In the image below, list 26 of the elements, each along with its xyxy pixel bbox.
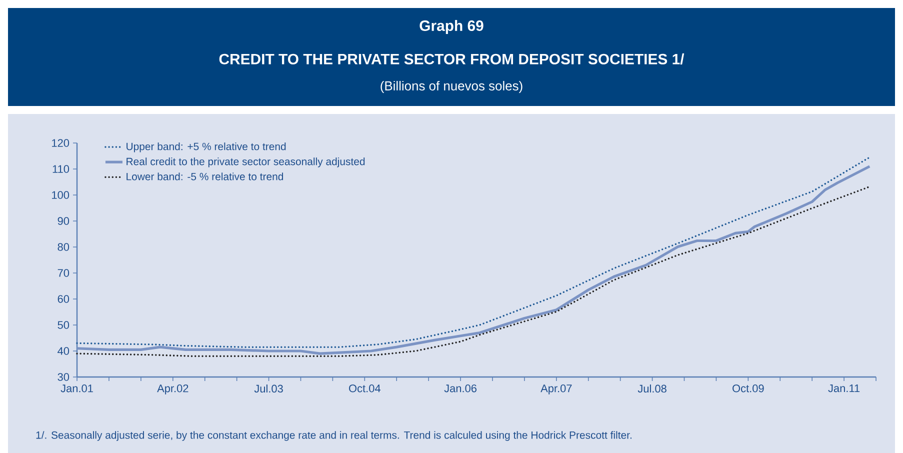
y-tick-label: 30 xyxy=(58,373,70,381)
y-tick-label: 110 xyxy=(52,165,70,173)
y-tick-label: 120 xyxy=(52,139,70,147)
y-tick-label: 100 xyxy=(52,191,70,199)
x-tick-label: Jul.08 xyxy=(638,384,666,393)
x-tick-label: Oct.09 xyxy=(732,384,764,392)
y-tick-label: 50 xyxy=(58,321,70,329)
y-tick-label: 80 xyxy=(58,243,70,251)
x-tick-label: Apr.02 xyxy=(157,384,188,394)
legend-label: Upper band: +5 % relative to trend xyxy=(126,142,286,152)
chart-subtitle: CREDIT TO THE PRIVATE SECTOR FROM DEPOSIT SOCIETIES 1/ xyxy=(219,53,684,65)
text: 1/. Seasonally adjusted serie, by the constant exchange rate and in real terms. Trend is calculed using the Hodrick Prescott filter. xyxy=(36,431,632,441)
x-tick-label: Oct.04 xyxy=(349,384,380,392)
chart-title: Graph 69 xyxy=(420,20,484,34)
x-tick-label: Jan.01 xyxy=(60,384,93,392)
x-tick-label: Jan.06 xyxy=(444,384,476,392)
y-tick-label: 60 xyxy=(58,295,70,303)
y-tick-label: 70 xyxy=(58,269,70,277)
x-tick-label: Jan.11 xyxy=(828,384,860,392)
x-tick-label: Jul.03 xyxy=(254,384,283,393)
legend-label: Real credit to the private sector seasonally adjusted xyxy=(126,158,365,168)
y-tick-label: 90 xyxy=(58,217,70,225)
legend-label: Lower band: -5 % relative to trend xyxy=(126,172,284,180)
y-tick-label: 40 xyxy=(58,347,70,355)
text: (Billions of nuevos soles) xyxy=(380,80,522,94)
x-tick-label: Apr.07 xyxy=(540,384,572,394)
